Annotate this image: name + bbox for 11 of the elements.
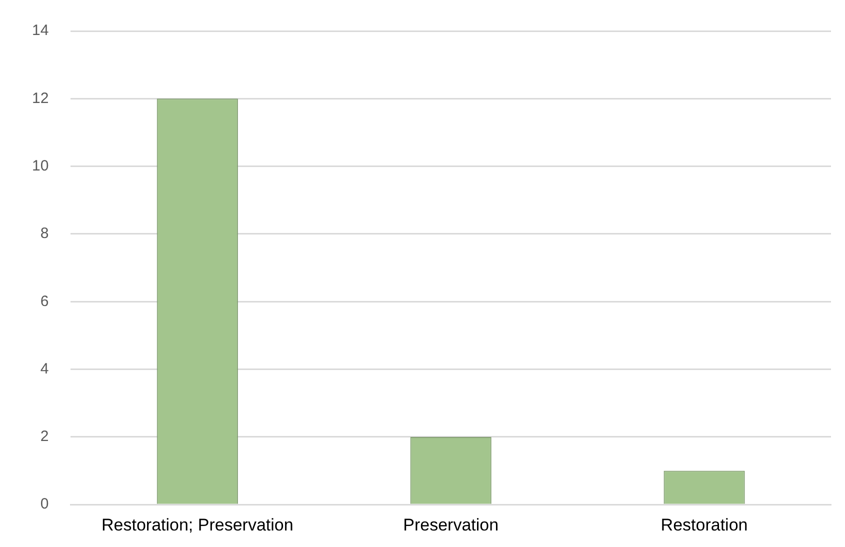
x-tick-label: Restoration xyxy=(660,515,748,534)
y-tick-label: 2 xyxy=(40,428,49,446)
y-tick-label: 10 xyxy=(32,157,49,174)
y-tick-label: 6 xyxy=(40,292,49,310)
y-tick-label: 14 xyxy=(32,22,49,40)
y-tick-label: 8 xyxy=(40,225,49,242)
x-tick-label: Restoration; Preservation xyxy=(101,515,294,534)
y-tick-label: 0 xyxy=(40,496,49,513)
y-tick-label: 12 xyxy=(32,90,49,107)
y-tick-label: 4 xyxy=(40,360,49,378)
x-tick-label: Preservation xyxy=(403,515,499,534)
